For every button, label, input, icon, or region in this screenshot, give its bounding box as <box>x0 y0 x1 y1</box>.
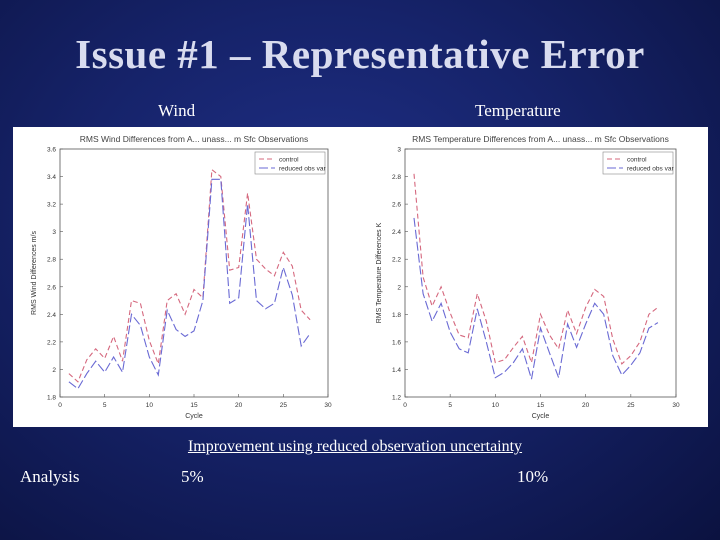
y-tick-label: 2 <box>52 367 56 374</box>
y-tick-label: 1.8 <box>392 312 401 319</box>
x-tick-label: 15 <box>537 402 545 409</box>
charts-svg: RMS Wind Differences from A... unass... … <box>31 134 680 420</box>
wind-label: Wind <box>158 101 196 120</box>
slide-title: Issue #1 – Representative Error <box>75 31 645 77</box>
plot-frame <box>59 148 329 398</box>
y-tick-label: 3.6 <box>47 147 56 154</box>
y-tick-label: 1.8 <box>47 395 56 402</box>
temperature-label: Temperature <box>475 101 561 120</box>
y-tick-label: 3 <box>397 147 401 154</box>
x-tick-label: 0 <box>58 402 62 409</box>
y-tick-label: 2.2 <box>392 257 401 264</box>
y-tick-label: 3 <box>52 229 56 236</box>
y-tick-label: 3.2 <box>47 202 56 209</box>
x-axis-label: Cycle <box>185 413 203 420</box>
figure-panel: RMS Wind Differences from A... unass... … <box>13 127 708 427</box>
chart-wind: RMS Wind Differences from A... unass... … <box>31 134 332 420</box>
y-axis-label: RMS Wind Differences m/s <box>31 231 38 315</box>
y-tick-label: 1.6 <box>392 339 401 346</box>
wind-improvement-value: 5% <box>181 467 204 486</box>
y-tick-label: 2.8 <box>392 174 401 181</box>
y-tick-label: 2 <box>397 284 401 291</box>
legend: control reduced obs var <box>602 151 674 175</box>
y-tick-label: 1.4 <box>392 367 401 374</box>
x-tick-label: 30 <box>672 402 680 409</box>
y-tick-label: 3.4 <box>47 174 56 181</box>
x-tick-label: 10 <box>146 402 154 409</box>
temperature-improvement-value: 10% <box>517 467 549 486</box>
x-tick-label: 5 <box>448 402 452 409</box>
series-line-control <box>413 173 659 365</box>
chart-title: RMS Wind Differences from A... unass... … <box>80 134 308 144</box>
legend-entry-label: control <box>279 157 299 164</box>
x-tick-label: 0 <box>403 402 407 409</box>
y-tick-label: 2.4 <box>47 312 56 319</box>
x-tick-label: 5 <box>103 402 107 409</box>
y-tick-label: 2.6 <box>47 284 56 291</box>
x-tick-label: 25 <box>627 402 635 409</box>
x-axis-label: Cycle <box>532 413 550 420</box>
x-tick-label: 20 <box>235 402 243 409</box>
series-line-reduced <box>68 178 311 390</box>
y-tick-label: 2.6 <box>392 202 401 209</box>
y-tick-label: 2.4 <box>392 229 401 236</box>
series-line-control <box>68 168 311 383</box>
chart-title: RMS Temperature Differences from A... un… <box>412 134 669 144</box>
chart-temperature: RMS Temperature Differences from A... un… <box>376 134 680 420</box>
series-line-reduced <box>413 217 659 380</box>
x-tick-label: 25 <box>280 402 288 409</box>
x-tick-label: 15 <box>190 402 198 409</box>
y-axis-label: RMS Temperature Differences K <box>376 222 383 323</box>
x-tick-label: 30 <box>324 402 332 409</box>
y-tick-label: 2.8 <box>47 257 56 264</box>
legend-entry-label: reduced obs var <box>627 166 674 173</box>
x-tick-label: 10 <box>492 402 500 409</box>
y-tick-label: 2.2 <box>47 339 56 346</box>
legend-entry-label: reduced obs var <box>279 166 326 173</box>
y-tick-label: 1.2 <box>392 395 401 402</box>
legend: control reduced obs var <box>254 151 326 175</box>
analysis-label: Analysis <box>20 467 80 486</box>
improvement-heading: Improvement using reduced observation un… <box>187 438 523 455</box>
x-tick-label: 20 <box>582 402 590 409</box>
legend-entry-label: control <box>627 157 647 164</box>
